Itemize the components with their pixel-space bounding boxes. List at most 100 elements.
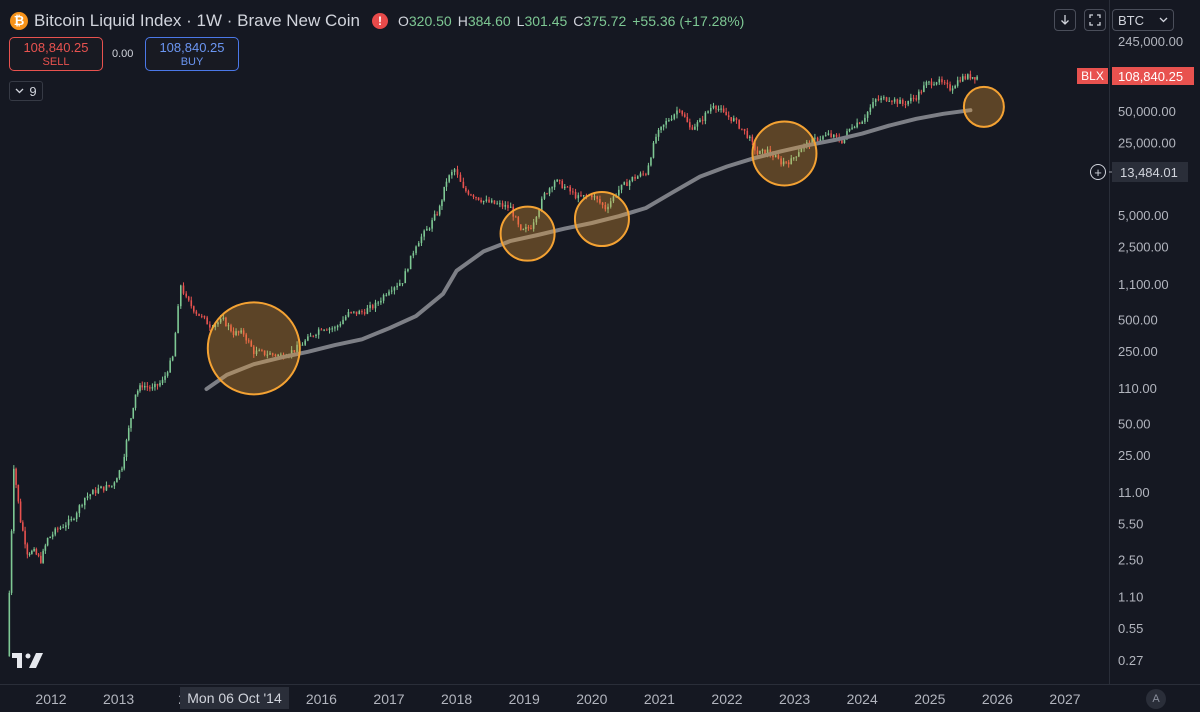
candle-body	[566, 186, 569, 188]
candle-body	[46, 538, 49, 546]
candle-body	[477, 197, 480, 200]
price-tick-label: 11.00	[1118, 485, 1150, 500]
ohlc-low-key: L	[516, 13, 525, 29]
candle-body	[949, 84, 951, 91]
candle-body	[312, 335, 315, 337]
candle-body	[749, 136, 751, 138]
candle-body	[652, 142, 655, 158]
candle-body	[969, 74, 972, 79]
candle-body	[420, 236, 423, 244]
candle-body	[423, 230, 425, 237]
candle-body	[190, 300, 193, 307]
add-alert-icon[interactable]: +	[1090, 164, 1106, 180]
candle-body	[585, 195, 588, 197]
candle-body	[459, 174, 462, 182]
indicators-toggle[interactable]: 9	[9, 81, 43, 101]
candle-body	[222, 317, 225, 319]
tradingview-logo-icon[interactable]	[12, 650, 46, 670]
price-axis-ticks[interactable]: 245,000.00 50,000.00 25,000.00 5,000.00 2,50…	[1118, 34, 1183, 668]
price-tick-label: 1.10	[1118, 589, 1143, 604]
candle-body	[964, 76, 967, 79]
candle-body	[475, 197, 477, 199]
candle-body	[73, 518, 75, 520]
candle-body	[930, 81, 933, 86]
candle-body	[530, 228, 532, 230]
candle-body	[266, 354, 269, 356]
candle-body	[869, 107, 872, 112]
candle-body	[496, 203, 498, 205]
candle-body	[230, 325, 232, 332]
buy-price: 108,840.25	[159, 40, 225, 55]
candle-body	[169, 360, 171, 373]
download-button[interactable]	[1054, 9, 1076, 31]
candle-body	[482, 200, 485, 203]
candle-body	[44, 545, 47, 551]
chart-header: ₿ Bitcoin Liquid Index · 1W · Brave New …	[10, 9, 744, 33]
currency-select[interactable]: BTC	[1112, 9, 1174, 31]
candle-body	[13, 468, 15, 532]
candle-body	[933, 84, 935, 86]
candle-body	[883, 97, 885, 99]
candle-body	[102, 486, 105, 491]
candle-body	[877, 99, 880, 101]
candle-body	[280, 354, 282, 356]
fullscreen-button[interactable]	[1084, 9, 1106, 31]
candle-body	[62, 527, 64, 529]
time-tick-label: 2027	[1049, 691, 1080, 707]
candle-body	[920, 91, 923, 93]
candle-body	[569, 186, 571, 192]
chart-title[interactable]: Bitcoin Liquid Index · 1W · Brave New Co…	[34, 11, 360, 30]
highlight-circle	[751, 120, 818, 187]
candle-body	[925, 82, 928, 86]
candle-body	[54, 528, 57, 535]
sell-button[interactable]: 108,840.25 SELL	[9, 37, 103, 71]
candle-body	[918, 91, 920, 100]
candle-body	[37, 554, 40, 556]
candle-body	[741, 128, 743, 130]
candle-body	[108, 485, 110, 487]
candle-body	[956, 80, 959, 86]
candle-body	[67, 519, 70, 526]
warning-icon[interactable]: !	[371, 13, 388, 29]
candle-body	[118, 470, 121, 479]
candle-body	[255, 350, 258, 355]
candle-body	[561, 180, 564, 189]
candle-body	[822, 136, 824, 140]
candle-body	[26, 544, 29, 555]
candle-body	[436, 214, 438, 216]
buy-button[interactable]: 108,840.25 BUY	[145, 37, 239, 71]
candle-body	[198, 313, 200, 316]
candle-body	[185, 293, 187, 297]
candle-body	[709, 107, 712, 112]
candle-body	[274, 354, 277, 357]
candle-body	[139, 385, 141, 391]
candle-body	[33, 548, 35, 551]
candle-body	[639, 173, 642, 177]
candle-body	[967, 74, 969, 79]
candle-body	[874, 99, 877, 103]
candle-body	[143, 386, 146, 388]
candle-body	[125, 440, 128, 457]
candle-body	[507, 204, 509, 208]
candle-body	[543, 193, 546, 199]
candle-body	[490, 200, 493, 203]
candle-body	[558, 179, 561, 181]
price-tick-label: 25.00	[1118, 448, 1151, 463]
symbol-badge: BLX	[1077, 68, 1108, 84]
candle-body	[134, 394, 137, 408]
candle-body	[540, 198, 543, 210]
auto-scale-button[interactable]: A	[1146, 689, 1166, 709]
moving-average-layer	[204, 108, 973, 391]
candle-body	[121, 468, 123, 471]
candle-body	[764, 149, 766, 155]
candle-body	[607, 206, 609, 210]
ohlc-high-key: H	[457, 13, 468, 29]
candle-body	[756, 150, 759, 154]
candle-body	[94, 490, 97, 494]
candle-body	[707, 111, 709, 113]
candle-body	[777, 155, 780, 159]
candle-body	[527, 227, 530, 229]
candle-body	[86, 496, 89, 498]
